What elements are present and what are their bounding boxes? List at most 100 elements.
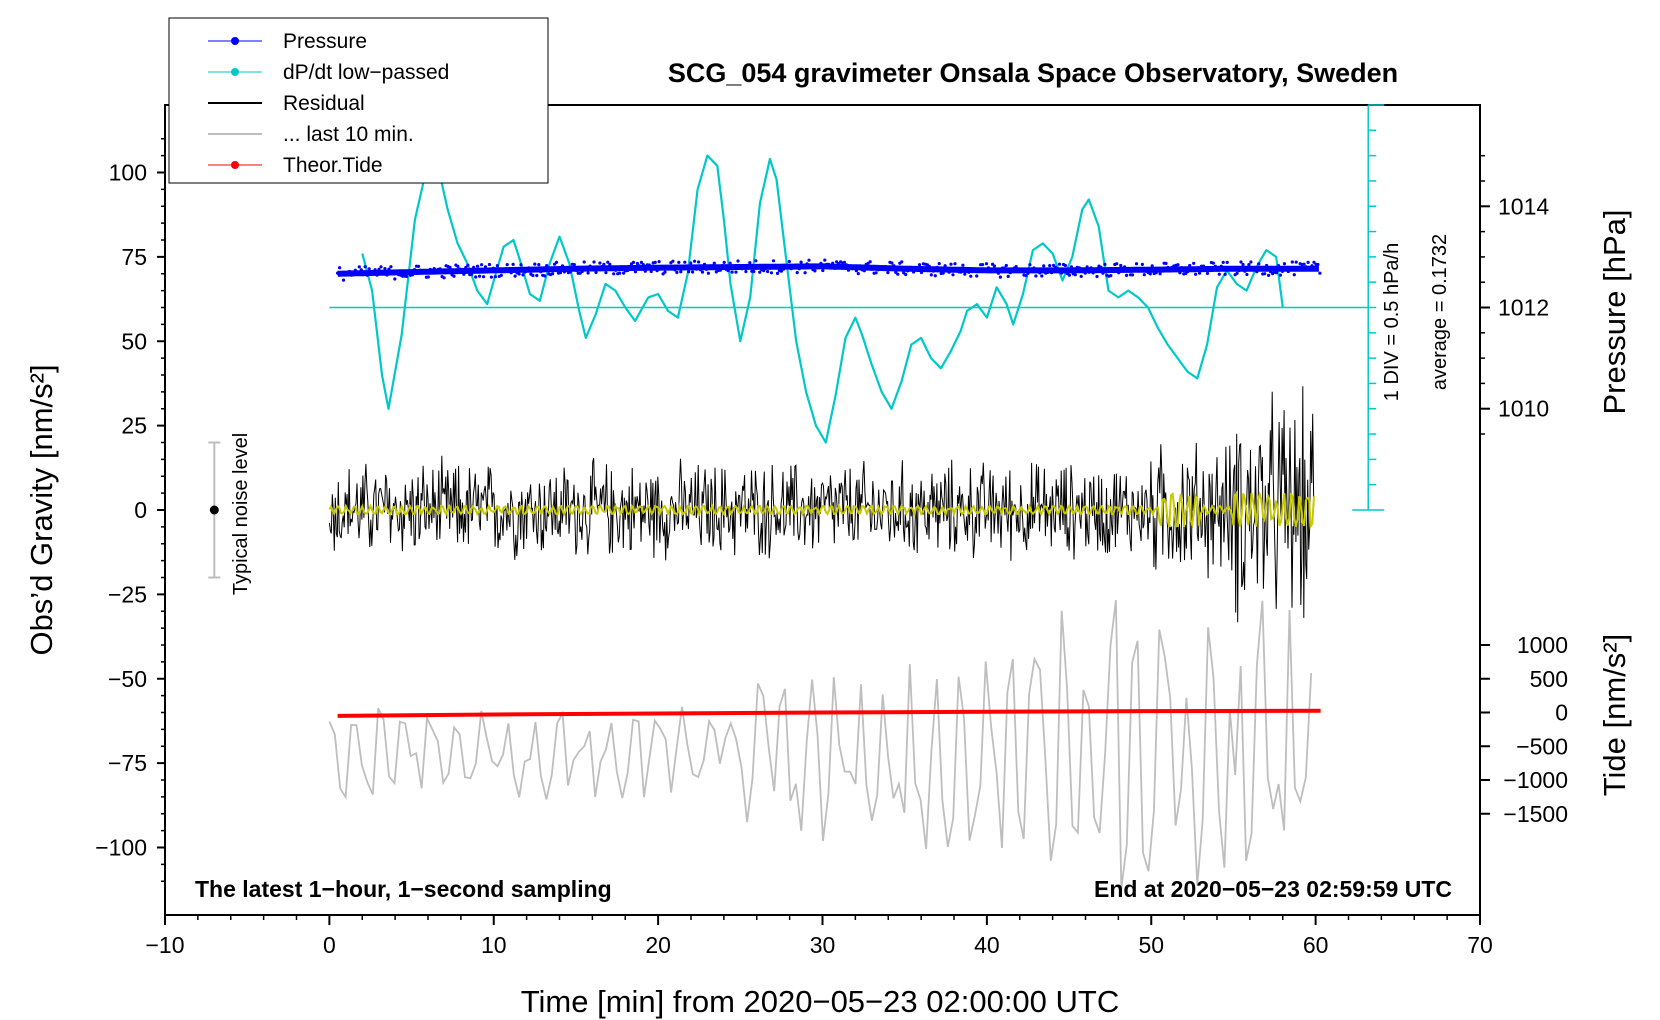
pressure-point: [474, 275, 478, 279]
pressure-point: [564, 268, 569, 272]
pressure-point: [533, 262, 537, 266]
pressure-point: [1223, 272, 1227, 276]
pressure-point: [945, 268, 949, 272]
pressure-point: [712, 261, 716, 265]
pressure-point: [1255, 270, 1259, 274]
pressure-point: [1188, 263, 1192, 268]
pressure-point: [491, 266, 495, 270]
pressure-point: [456, 264, 460, 268]
pressure-point: [992, 264, 997, 268]
tide-tick-label: −1000: [1503, 767, 1568, 793]
pressure-point: [842, 260, 847, 264]
dpdt-average-text: average = 0.1732: [1429, 234, 1451, 390]
pressure-point: [351, 272, 355, 276]
pressure-point: [472, 265, 476, 269]
pressure-point: [377, 267, 381, 271]
pressure-point: [1282, 262, 1286, 266]
pressure-point: [768, 266, 772, 270]
pressure-point: [953, 262, 957, 266]
pressure-point: [422, 270, 426, 274]
y-tick-label: 50: [121, 328, 147, 354]
pressure-point: [1004, 263, 1008, 268]
pressure-point: [1014, 265, 1018, 269]
pressure-point: [470, 272, 474, 276]
dpdt-line: [361, 154, 1284, 444]
pressure-point: [371, 272, 375, 276]
pressure-point: [493, 275, 497, 279]
pressure-point: [933, 274, 937, 278]
pressure-point: [574, 268, 578, 272]
pressure-point: [1050, 271, 1054, 275]
series-residual-smoothed: [328, 490, 1315, 530]
pressure-point: [1158, 272, 1162, 276]
pressure-point: [618, 271, 622, 275]
pressure-point: [631, 260, 636, 264]
pressure-point: [480, 263, 484, 267]
pressure-point: [1127, 269, 1131, 273]
pressure-point: [1073, 273, 1077, 277]
pressure-point: [1048, 264, 1052, 268]
pressure-point: [1286, 269, 1290, 274]
x-tick-label: 20: [645, 932, 671, 958]
pressure-point: [572, 263, 576, 267]
noise-level-indicator: [208, 441, 221, 579]
pressure-point: [606, 260, 610, 264]
y-tick-label: 25: [121, 413, 147, 439]
legend-label: ... last 10 min.: [283, 123, 414, 146]
pressure-point: [919, 270, 924, 275]
pressure-point: [959, 270, 963, 274]
series-last-10-min: [328, 599, 1313, 889]
pressure-point: [1028, 263, 1032, 267]
pressure-point: [896, 272, 900, 276]
pressure-point: [876, 268, 880, 272]
pressure-point: [744, 269, 748, 274]
pressure-point: [908, 265, 912, 269]
pressure-point: [803, 271, 807, 275]
pressure-point: [730, 270, 734, 274]
pressure-point: [1274, 271, 1279, 275]
tide-tick-label: −500: [1516, 733, 1568, 759]
pressure-point: [996, 271, 1001, 275]
pressure-point: [874, 271, 878, 275]
pressure-point: [1306, 260, 1310, 264]
pressure-point: [801, 266, 805, 270]
pressure-point: [937, 262, 941, 266]
x-tick-label: 0: [323, 932, 336, 958]
pressure-point: [697, 260, 701, 264]
pressure-point: [947, 270, 951, 274]
pressure-point: [426, 275, 430, 279]
pressure-point: [1115, 262, 1119, 266]
pressure-point: [1243, 269, 1247, 273]
pressure-point: [1239, 260, 1243, 264]
legend-marker: [231, 68, 239, 76]
pressure-point: [499, 273, 503, 277]
pressure-point: [823, 258, 827, 262]
legend-label: dP/dt low−passed: [283, 61, 449, 84]
pressure-line: [337, 263, 1319, 277]
pressure-point: [1296, 266, 1300, 270]
pressure-point: [1308, 266, 1312, 270]
pressure-point: [482, 275, 486, 279]
y-axis-tide: 1000 500 0 −500 −1000 −1500: [1480, 632, 1568, 827]
pressure-point: [657, 260, 661, 264]
pressure-point: [1302, 262, 1306, 266]
pressure-point: [1079, 274, 1083, 278]
pressure-point: [769, 271, 774, 275]
pressure-point: [1257, 262, 1261, 266]
pressure-point: [1180, 266, 1184, 270]
pressure-point: [655, 269, 659, 273]
pressure-point: [485, 269, 490, 273]
pressure-point: [612, 272, 616, 276]
pressure-point: [779, 269, 784, 273]
y-tick-label: −25: [108, 581, 147, 607]
pressure-point: [543, 274, 547, 278]
pressure-point: [1225, 260, 1229, 264]
dpdt-scale-text: 1 DIV = 0.5 hPa/h: [1381, 243, 1403, 401]
pressure-point: [596, 266, 600, 270]
pressure-point: [505, 263, 509, 267]
pressure-point: [513, 274, 517, 278]
pressure-point: [710, 264, 715, 268]
pressure-point: [580, 269, 584, 274]
pressure-point: [478, 274, 482, 278]
